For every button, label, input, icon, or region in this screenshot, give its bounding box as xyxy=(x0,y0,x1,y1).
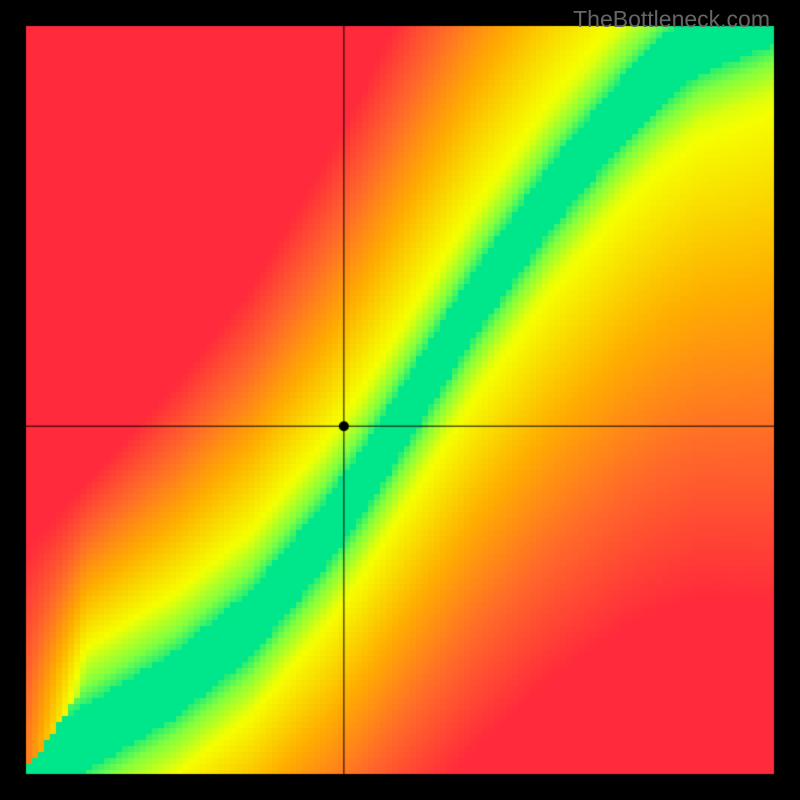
bottleneck-heatmap-container: TheBottleneck.com xyxy=(0,0,800,800)
watermark-text: TheBottleneck.com xyxy=(573,6,770,33)
bottleneck-heatmap-canvas xyxy=(0,0,800,800)
